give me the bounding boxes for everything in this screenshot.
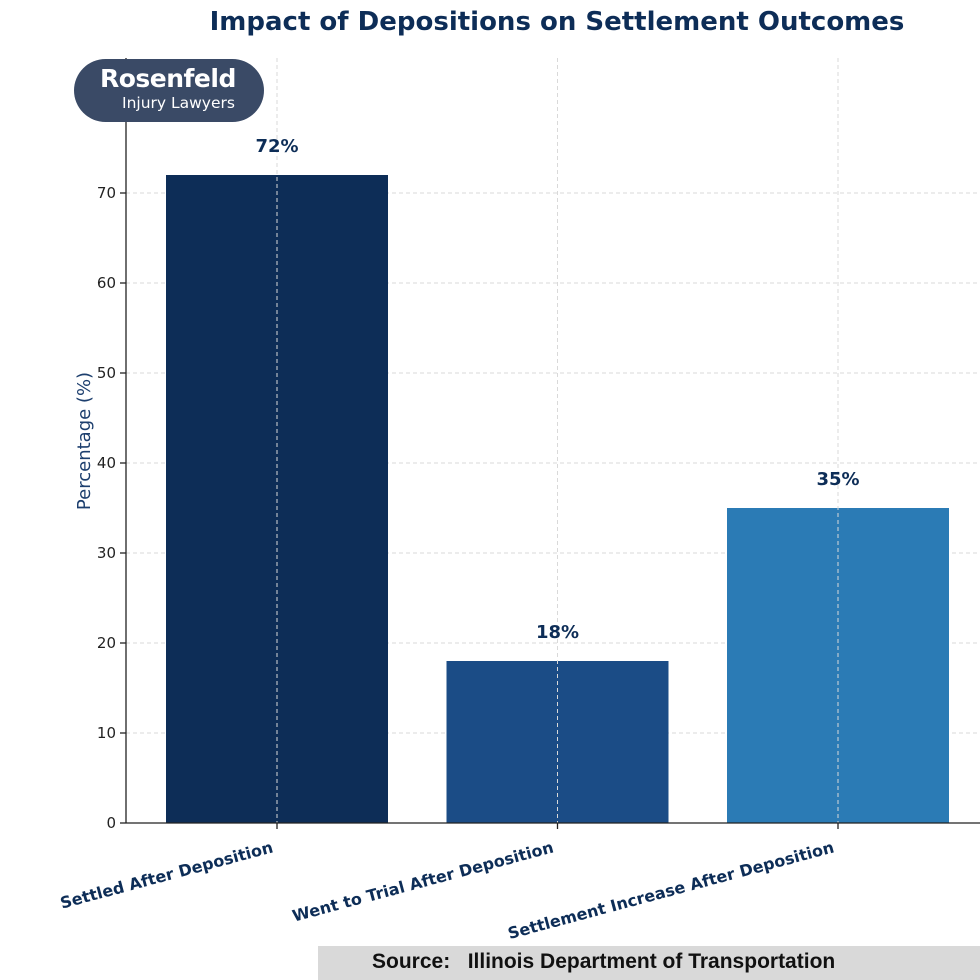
y-tick-label: 70 [97, 184, 116, 202]
data-label: 18% [536, 622, 579, 643]
axes [120, 58, 980, 829]
data-label: 35% [816, 469, 859, 490]
data-label: 72% [255, 136, 298, 157]
logo-subtitle: Injury Lawyers [122, 94, 235, 112]
category-label: Settled After Deposition [58, 838, 275, 913]
category-label: Went to Trial After Deposition [290, 838, 555, 926]
bar [446, 661, 669, 823]
y-tick-label: 0 [106, 814, 116, 832]
bar-gridlines [276, 58, 839, 823]
y-tick-label: 10 [97, 724, 116, 742]
logo-name: Rosenfeld [100, 64, 236, 93]
rosenfeld-logo: Rosenfeld Injury Lawyers [74, 59, 264, 122]
y-tick-label: 50 [97, 364, 116, 382]
y-axis-label: Percentage (%) [74, 372, 95, 510]
source-text: Source: Illinois Department of Transport… [372, 950, 836, 973]
bar [727, 508, 949, 823]
category-label: Settlement Increase After Deposition [506, 838, 836, 944]
y-tick-label: 40 [97, 454, 116, 472]
chart-title: Impact of Depositions on Settlement Outc… [210, 7, 905, 37]
source-banner: Source: Illinois Department of Transport… [318, 946, 980, 980]
y-tick-label: 60 [97, 274, 116, 292]
y-tick-label: 20 [97, 634, 116, 652]
y-tick-label: 30 [97, 544, 116, 562]
